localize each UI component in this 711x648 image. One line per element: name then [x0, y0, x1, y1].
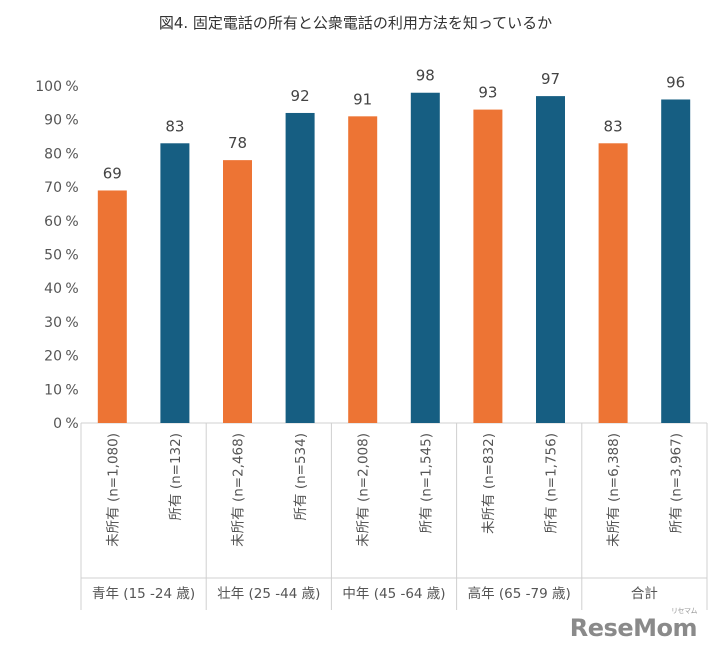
y-tick-unit: %: [65, 416, 78, 432]
category-label: 未所有 (n=6,388): [606, 433, 622, 547]
y-tick-label: 10: [44, 382, 62, 398]
bar: [223, 160, 252, 423]
logo-kana: リセマム: [671, 607, 698, 615]
category-label: 未所有 (n=2,468): [231, 433, 247, 547]
category-label: 所有 (n=534): [293, 433, 309, 520]
y-tick-unit: %: [65, 281, 78, 297]
data-label: 92: [291, 87, 310, 105]
y-tick-unit: %: [65, 382, 78, 398]
group-label: 壮年 (25 -44 歳): [217, 586, 320, 602]
bar: [97, 190, 127, 423]
y-tick-label: 30: [44, 315, 62, 331]
data-label: 83: [604, 117, 623, 135]
data-label: 69: [103, 164, 122, 182]
y-tick-unit: %: [65, 79, 78, 95]
data-label: 78: [228, 134, 247, 152]
group-label: 中年 (45 -64 歳): [342, 586, 445, 602]
logo-text: ReseMom: [569, 614, 698, 642]
data-label: 91: [353, 90, 372, 108]
y-tick-unit: %: [65, 315, 78, 331]
y-tick-label: 50: [44, 248, 62, 264]
bar: [661, 99, 691, 423]
y-tick-unit: %: [65, 180, 78, 196]
data-label: 96: [666, 73, 685, 91]
y-tick-label: 40: [44, 281, 62, 297]
category-label: 未所有 (n=2,008): [356, 433, 372, 547]
y-tick-label: 80: [44, 146, 62, 162]
bar: [348, 116, 378, 423]
y-tick-unit: %: [65, 349, 78, 365]
group-label: 青年 (15 -24 歳): [92, 586, 195, 602]
data-label: 83: [165, 117, 184, 135]
category-label: 所有 (n=3,967): [669, 433, 685, 533]
resemom-logo: ReseMom リセマム: [569, 607, 698, 642]
category-label: 未所有 (n=1,080): [105, 433, 121, 547]
y-tick-label: 20: [44, 349, 62, 365]
y-tick-unit: %: [65, 113, 78, 129]
category-label: 未所有 (n=832): [481, 433, 497, 534]
bar: [285, 112, 315, 424]
bar: [598, 143, 628, 424]
category-label: 所有 (n=1,756): [544, 433, 560, 533]
category-label: 所有 (n=1,545): [418, 433, 434, 533]
y-tick-unit: %: [65, 214, 78, 230]
bar: [410, 92, 440, 424]
group-label: 合計: [631, 586, 658, 602]
bar: [536, 96, 565, 424]
y-tick-unit: %: [65, 146, 78, 162]
bar: [473, 109, 503, 423]
y-tick-label: 0: [53, 416, 62, 432]
chart-title: 図4. 固定電話の所有と公衆電話の利用方法を知っているか: [158, 14, 553, 32]
bar: [160, 143, 190, 424]
y-tick-label: 60: [44, 214, 62, 230]
y-tick-label: 100: [35, 79, 62, 95]
data-label: 97: [541, 70, 560, 88]
y-tick-label: 90: [44, 113, 62, 129]
y-tick-label: 70: [44, 180, 62, 196]
data-label: 93: [478, 84, 497, 102]
group-label: 高年 (65 -79 歳): [468, 585, 571, 602]
data-label: 98: [416, 67, 435, 85]
category-label: 所有 (n=132): [168, 433, 184, 520]
y-tick-unit: %: [65, 248, 78, 264]
